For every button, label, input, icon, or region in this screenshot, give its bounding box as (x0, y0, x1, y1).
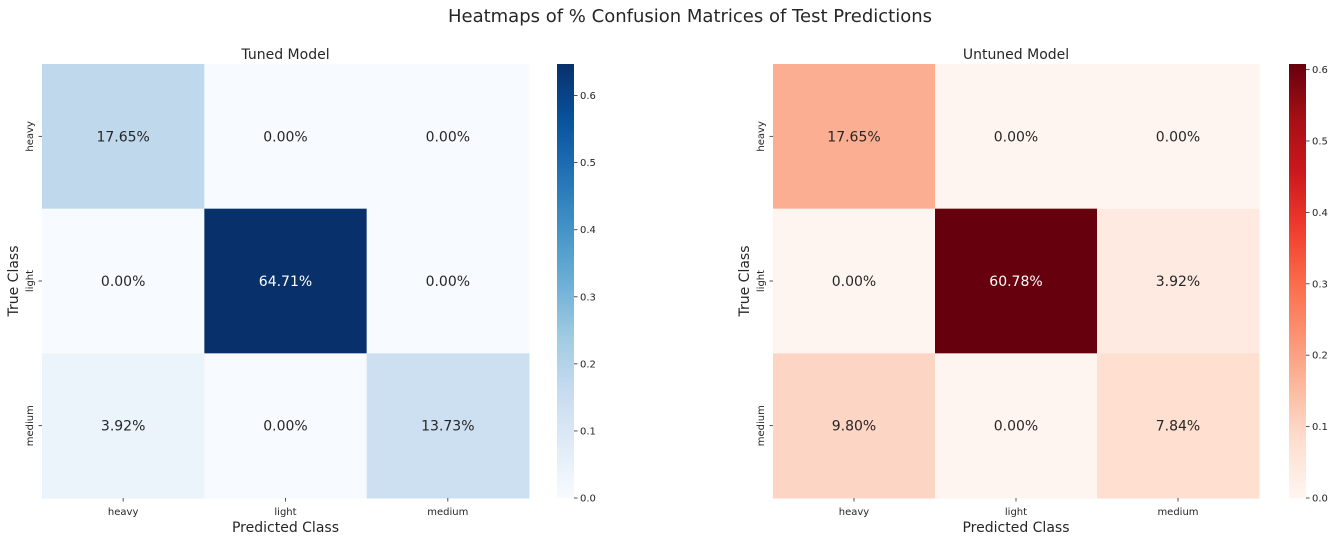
y-tick-label: medium (25, 405, 36, 446)
cell-annotation: 0.00% (263, 419, 307, 435)
cell-annotation: 0.00% (426, 274, 470, 290)
cell-annotation: 17.65% (827, 129, 880, 145)
cell-annotation: 9.80% (832, 419, 876, 435)
colorbar-tick-label: 0.4 (1312, 208, 1328, 219)
x-tick-label: light (1005, 507, 1027, 518)
heatmap-cell (204, 208, 368, 354)
cell-annotation: 0.00% (101, 274, 145, 290)
colorbar-tick-label: 0.2 (1312, 351, 1328, 362)
colorbar-tick-label: 0.0 (1312, 494, 1328, 505)
y-tick-label: light (756, 270, 767, 292)
heatmap-panel-0: Tuned Model 17.65% 0.00% 0.00% 0.00% 64.71% 0.… (6, 47, 596, 536)
heatmap-cell (935, 353, 1098, 499)
x-tick-label: medium (427, 507, 468, 518)
heatmap-cell (42, 208, 205, 354)
cell-annotation: 0.00% (426, 129, 470, 145)
colorbar-tick-label: 0.3 (1312, 279, 1328, 290)
heatmap-cell (366, 64, 530, 210)
colorbar-tick-label: 0.5 (580, 158, 596, 169)
x-axis-label: Predicted Class (962, 520, 1069, 536)
cell-annotation: 0.00% (263, 129, 307, 145)
x-tick-label: light (274, 507, 296, 518)
heatmap-cell (773, 64, 936, 210)
colorbar (557, 64, 574, 498)
y-axis-label: True Class (6, 245, 22, 317)
x-axis-label: Predicted Class (232, 520, 339, 536)
colorbar-tick-label: 0.6 (1312, 65, 1328, 76)
panel-title: Untuned Model (963, 47, 1069, 63)
heatmap-cell (204, 64, 368, 210)
x-tick-label: heavy (108, 507, 139, 518)
cell-annotation: 17.65% (96, 129, 149, 145)
heatmap-cell (1097, 353, 1260, 499)
heatmap-cell (935, 208, 1098, 354)
heatmap-cell (42, 353, 205, 499)
x-tick-label: heavy (839, 507, 870, 518)
heatmap-cell (773, 208, 936, 354)
colorbar-tick-label: 0.5 (1312, 136, 1328, 147)
colorbar-tick-label: 0.1 (1312, 422, 1328, 433)
cell-annotation: 13.73% (421, 419, 474, 435)
cell-annotation: 60.78% (989, 274, 1042, 290)
colorbar (1289, 64, 1306, 498)
colorbar-tick-label: 0.6 (580, 91, 596, 102)
heatmap-cell (935, 64, 1098, 210)
cell-annotation: 64.71% (259, 274, 312, 290)
heatmap-cell (366, 353, 530, 499)
y-tick-label: medium (756, 405, 767, 446)
cell-annotation: 7.84% (1156, 419, 1200, 435)
cell-annotation: 0.00% (1156, 129, 1200, 145)
x-tick-label: medium (1157, 507, 1198, 518)
heatmap-panels: Tuned Model 17.65% 0.00% 0.00% 0.00% 64.71% 0.… (6, 47, 1328, 536)
y-tick-label: heavy (756, 121, 767, 152)
heatmap-cell (1097, 208, 1260, 354)
y-tick-label: light (25, 270, 36, 292)
cell-annotation: 0.00% (994, 129, 1038, 145)
figure-title: Heatmaps of % Confusion Matrices of Test… (448, 6, 932, 27)
colorbar-tick-label: 0.2 (580, 359, 596, 370)
y-axis-label: True Class (737, 245, 753, 317)
cell-annotation: 3.92% (1156, 274, 1200, 290)
heatmap-panel-1: Untuned Model 17.65% 0.00% 0.00% 0.00% 60.78%… (737, 47, 1328, 536)
heatmap-cell (42, 64, 205, 210)
colorbar-tick-label: 0.3 (580, 292, 596, 303)
heatmap-cell (204, 353, 368, 499)
panel-title: Tuned Model (240, 47, 329, 63)
colorbar-tick-label: 0.1 (580, 426, 596, 437)
y-tick-label: heavy (25, 121, 36, 152)
cell-annotation: 3.92% (101, 419, 145, 435)
colorbar-tick-label: 0.4 (580, 225, 596, 236)
heatmap-cell (1097, 64, 1260, 210)
colorbar-tick-label: 0.0 (580, 494, 596, 505)
heatmap-cell (366, 208, 530, 354)
heatmap-cell (773, 353, 936, 499)
cell-annotation: 0.00% (994, 419, 1038, 435)
cell-annotation: 0.00% (832, 274, 876, 290)
